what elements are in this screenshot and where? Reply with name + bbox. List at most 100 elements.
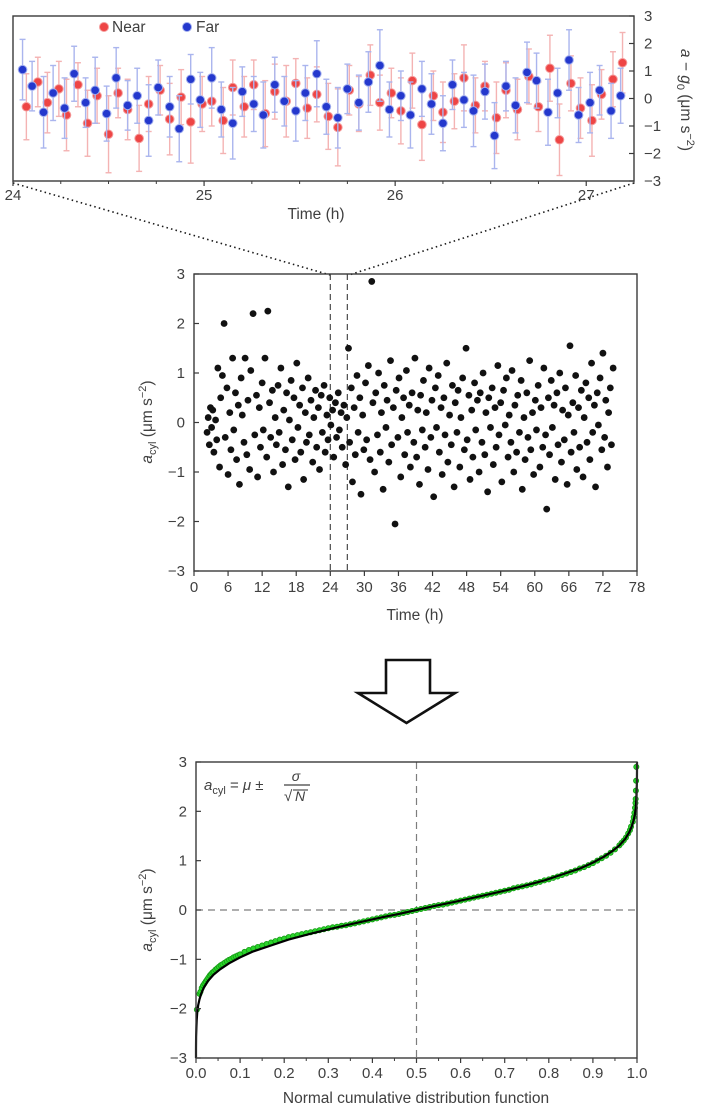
- data-point: [457, 414, 465, 421]
- data-point: [410, 438, 418, 446]
- far-point: [510, 100, 521, 111]
- data-point: [343, 414, 351, 421]
- far-point: [606, 106, 616, 116]
- data-point: [363, 436, 371, 444]
- far-point: [522, 67, 532, 78]
- data-point: [530, 471, 538, 478]
- data-point: [374, 431, 381, 439]
- data-point: [502, 374, 510, 382]
- far-point: [27, 81, 37, 91]
- data-point: [468, 406, 476, 414]
- data-point: [237, 374, 245, 382]
- y-tick-label: −3: [168, 563, 185, 580]
- near-point: [103, 129, 114, 140]
- data-point: [536, 463, 544, 471]
- far-point: [459, 95, 469, 105]
- zoom-connector-left: [12, 182, 331, 276]
- far-point: [216, 104, 227, 115]
- data-point: [524, 433, 532, 441]
- bottom-panel: 0.0 0.1 0.2 0.3 0.4 0.5 0.6 0.7 0.8 0.9 1.0 3 2 1 0 −1 −…: [137, 754, 647, 1107]
- data-point: [491, 404, 499, 412]
- x-tick-label: 0: [190, 579, 198, 596]
- data-point: [605, 409, 613, 416]
- data-point: [244, 396, 252, 404]
- data-point: [209, 406, 217, 414]
- far-point: [396, 90, 406, 101]
- data-point: [431, 384, 439, 392]
- data-point: [221, 433, 229, 441]
- data-point: [333, 433, 340, 441]
- data-point: [510, 468, 518, 476]
- far-point: [153, 82, 164, 93]
- data-point: [577, 386, 585, 394]
- far-point: [195, 95, 206, 105]
- data-point: [608, 441, 615, 449]
- far-point: [375, 60, 385, 71]
- data-point: [418, 426, 426, 434]
- data-point: [582, 379, 590, 387]
- data-point: [573, 466, 581, 473]
- data-point: [504, 453, 512, 461]
- data-point: [569, 399, 577, 407]
- data-point: [420, 377, 427, 384]
- data-point: [369, 399, 377, 407]
- middle-panel-frame: [193, 273, 638, 572]
- x-tick-label: 0.7: [494, 1065, 515, 1082]
- data-point: [335, 426, 343, 434]
- y-tick-label: 0: [644, 91, 652, 108]
- data-point: [592, 483, 599, 491]
- data-point: [317, 391, 325, 399]
- data-point: [481, 451, 489, 459]
- far-point: [174, 123, 185, 134]
- legend-near-marker: [99, 22, 109, 32]
- data-point: [204, 414, 212, 421]
- data-point: [433, 424, 440, 431]
- normal-quantile-curve: [194, 762, 639, 1058]
- data-point: [488, 384, 496, 392]
- far-point: [48, 88, 58, 98]
- data-point: [267, 433, 275, 441]
- data-point: [261, 354, 269, 362]
- data-point: [224, 471, 232, 478]
- legend-far-marker: [182, 22, 192, 32]
- data-point: [583, 438, 591, 446]
- near-point: [428, 90, 439, 101]
- far-series: [17, 29, 626, 170]
- far-point: [312, 68, 322, 79]
- data-point: [351, 451, 359, 459]
- data-point: [554, 441, 562, 449]
- data-point: [450, 483, 458, 491]
- far-point: [279, 96, 290, 107]
- data-point: [263, 453, 271, 461]
- data-point: [589, 429, 597, 436]
- data-point: [580, 414, 588, 421]
- data-point: [484, 488, 492, 496]
- near-point: [113, 88, 123, 98]
- data-point: [545, 394, 552, 402]
- far-point: [38, 107, 49, 118]
- y-tick-label: 0: [177, 415, 185, 432]
- data-point: [447, 441, 455, 449]
- near-point: [323, 111, 334, 122]
- near-point: [302, 103, 313, 113]
- data-point: [406, 463, 414, 471]
- data-point: [564, 411, 572, 419]
- data-point: [416, 480, 423, 488]
- data-point: [346, 438, 354, 446]
- far-point: [543, 107, 553, 118]
- data-point: [297, 448, 305, 456]
- data-point: [330, 453, 338, 461]
- far-point: [354, 97, 364, 108]
- data-point: [606, 384, 614, 392]
- data-point: [414, 406, 422, 414]
- data-point: [500, 386, 507, 394]
- data-point: [411, 354, 419, 362]
- x-tick-label: 1.0: [627, 1065, 648, 1082]
- data-point: [284, 483, 292, 491]
- y-tick-label: −3: [170, 1050, 187, 1067]
- data-point: [563, 480, 571, 488]
- data-point: [392, 386, 400, 394]
- data-point: [460, 446, 468, 454]
